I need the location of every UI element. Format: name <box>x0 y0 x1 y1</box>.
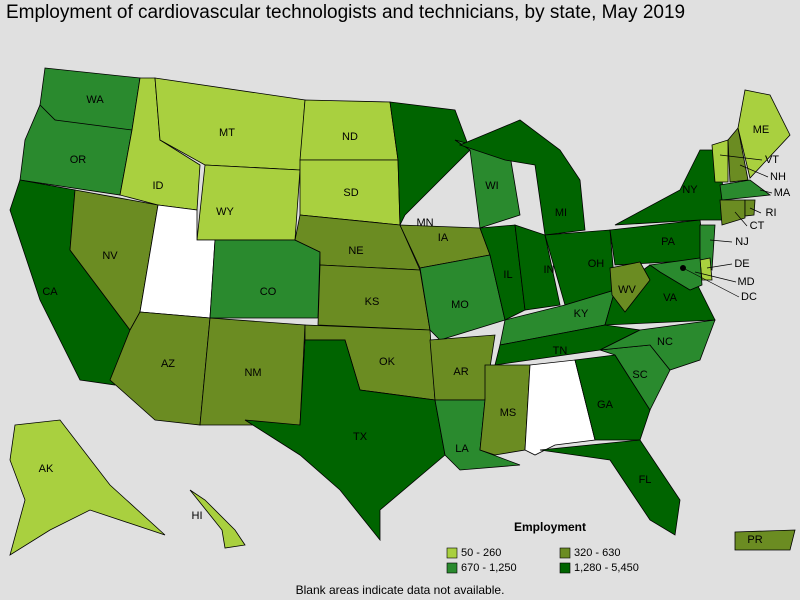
state-labels: WA OR CA NV ID MT WY CO AZ NM ND SD NE KS OK TX MN IA MO AR… <box>39 94 791 546</box>
state-label: ND <box>342 131 358 143</box>
leader-line <box>682 267 740 298</box>
map-title: Employment of cardiovascular technologis… <box>6 2 685 23</box>
state-label: MD <box>737 276 754 288</box>
state-label: AK <box>39 463 54 475</box>
state <box>9 419 166 556</box>
state <box>711 139 729 183</box>
state <box>699 257 713 281</box>
state-label: MA <box>774 187 791 199</box>
state <box>189 489 246 549</box>
state-label: NH <box>770 171 786 183</box>
legend-label: 670 - 1,250 <box>461 562 517 574</box>
leader-line <box>709 239 733 243</box>
state-label: MI <box>555 207 567 219</box>
state-label: CT <box>750 220 765 232</box>
state-label: HI <box>192 510 203 522</box>
state-label: CO <box>260 286 277 298</box>
state-label: FL <box>639 474 652 486</box>
state-label: IL <box>503 269 512 281</box>
state-label: TX <box>353 431 368 443</box>
state-label: GA <box>597 399 614 411</box>
state-label: NY <box>682 184 698 196</box>
state <box>737 89 791 179</box>
state <box>514 224 561 311</box>
state-label: RI <box>766 207 777 219</box>
state-label: NJ <box>735 236 748 248</box>
leader-line <box>734 211 748 227</box>
leader-line <box>706 263 733 269</box>
state-label: SC <box>632 369 647 381</box>
state-label: NC <box>657 336 673 348</box>
state-label: NV <box>102 250 118 262</box>
leader-line <box>719 154 763 161</box>
state-label: KS <box>365 296 380 308</box>
state <box>539 439 681 536</box>
state-label: AZ <box>161 358 175 370</box>
state-label: ID <box>153 180 164 192</box>
state-label: WA <box>86 94 104 106</box>
legend-label: 1,280 - 5,450 <box>574 562 639 574</box>
state-label: OR <box>70 154 87 166</box>
leader-line <box>749 207 762 214</box>
state <box>734 529 796 551</box>
state-label: MT <box>219 127 235 139</box>
state <box>479 224 526 321</box>
legend-swatch <box>446 562 458 574</box>
state <box>719 179 772 201</box>
state-label: SD <box>343 187 358 199</box>
state-label: NE <box>348 245 363 257</box>
state-label: WI <box>485 180 498 192</box>
state-label: OK <box>379 356 396 368</box>
state <box>244 339 446 542</box>
legend-swatch <box>559 562 571 574</box>
state <box>419 254 506 341</box>
legend-title: Employment <box>514 520 586 534</box>
state-label: OH <box>588 258 605 270</box>
state-label: WY <box>216 206 234 218</box>
state-label: MS <box>500 407 517 419</box>
state-label: KY <box>574 308 589 320</box>
leader-line <box>759 189 773 194</box>
state <box>196 164 301 241</box>
state <box>209 239 321 319</box>
state <box>719 199 746 226</box>
state-label: NM <box>244 367 261 379</box>
state <box>574 354 651 441</box>
state <box>609 261 651 313</box>
legend-label: 320 - 630 <box>574 547 620 559</box>
state-label: MN <box>416 217 433 229</box>
state-label: MO <box>451 299 469 311</box>
state <box>609 219 706 266</box>
state <box>699 224 716 271</box>
leader-line <box>739 164 769 178</box>
state-label: DC <box>741 291 757 303</box>
state-label: CA <box>42 286 58 298</box>
legend-label: 50 - 260 <box>461 547 501 559</box>
state-label: PA <box>661 236 676 248</box>
state <box>614 149 726 226</box>
state-label: TN <box>553 345 568 357</box>
footnote: Blank areas indicate data not available. <box>296 583 505 597</box>
state <box>648 257 703 291</box>
legend-swatch <box>446 547 458 559</box>
leader-line <box>694 271 737 283</box>
state-label: ME <box>753 124 770 136</box>
state-label: VA <box>663 292 678 304</box>
state <box>599 319 716 371</box>
state-label: LA <box>455 443 469 455</box>
state-label: VT <box>765 154 779 166</box>
state-label: PR <box>747 534 762 546</box>
state-label: IN <box>544 264 555 276</box>
state <box>389 101 471 226</box>
states <box>9 67 796 556</box>
state-label: AR <box>453 366 468 378</box>
legend-swatch <box>559 547 571 559</box>
state <box>458 119 586 236</box>
state-label: DE <box>734 258 749 270</box>
state-label: WV <box>618 284 636 296</box>
state-label: IA <box>438 232 449 244</box>
